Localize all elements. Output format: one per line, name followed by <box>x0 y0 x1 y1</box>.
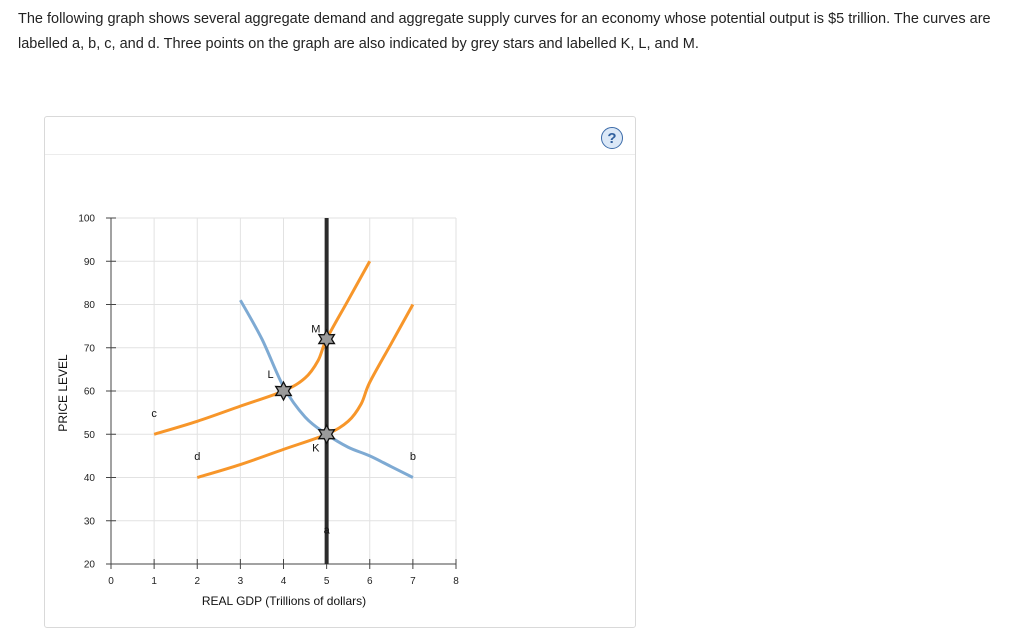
y-tick-label: 60 <box>84 387 96 398</box>
curve-label-d: d <box>194 451 200 463</box>
y-tick-label: 70 <box>84 343 96 354</box>
point-label-K: K <box>312 443 320 455</box>
x-tick-label: 4 <box>281 576 287 587</box>
axes: 0 1 2 3 4 5 6 7 8 20 30 40 50 60 70 80 90 100 <box>78 214 459 588</box>
x-tick-label: 6 <box>367 576 373 587</box>
panel-header: ? <box>45 117 635 155</box>
x-tick-label: 5 <box>324 576 330 587</box>
points: K L M <box>268 324 336 455</box>
y-tick-label: 30 <box>84 516 96 527</box>
y-tick-label: 20 <box>84 560 96 571</box>
help-button[interactable]: ? <box>601 127 623 149</box>
curve-c <box>153 260 372 436</box>
curve-d <box>196 303 415 479</box>
y-tick-label: 100 <box>78 214 95 225</box>
point-label-L: L <box>268 369 274 381</box>
x-tick-label: 3 <box>238 576 244 587</box>
ad-as-chart: 0 1 2 3 4 5 6 7 8 20 30 40 50 60 70 80 90 100 a b c d K L M RE… <box>56 214 459 609</box>
x-tick-label: 8 <box>453 576 459 587</box>
question-text: The following graph shows several aggreg… <box>18 11 991 52</box>
star-marker-L <box>274 380 293 402</box>
x-tick-label: 1 <box>151 576 157 587</box>
x-tick-label: 0 <box>108 576 114 587</box>
question-mark-icon: ? <box>607 130 617 147</box>
y-tick-label: 40 <box>84 473 96 484</box>
graph-panel: ? <box>44 116 636 628</box>
y-tick-label: 50 <box>84 430 96 441</box>
x-tick-label: 7 <box>410 576 416 587</box>
y-tick-label: 90 <box>84 257 96 268</box>
x-axis-title: REAL GDP (Trillions of dollars) <box>202 594 366 608</box>
curve-label-c: c <box>151 408 157 420</box>
star-marker-M <box>317 328 336 350</box>
x-tick-label: 2 <box>194 576 200 587</box>
y-axis-title: PRICE LEVEL <box>56 354 70 432</box>
point-label-M: M <box>311 324 320 336</box>
star-marker-K <box>317 423 336 445</box>
y-tick-label: 80 <box>84 300 96 311</box>
curve-label-a: a <box>324 525 331 537</box>
curve-label-b: b <box>410 451 416 463</box>
